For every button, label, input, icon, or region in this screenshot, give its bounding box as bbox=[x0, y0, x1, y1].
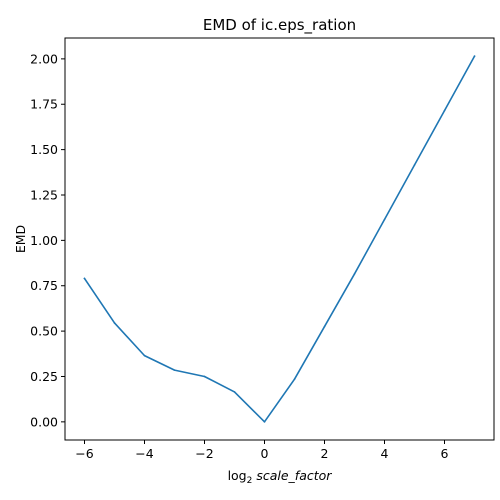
data-point bbox=[143, 354, 146, 357]
data-point bbox=[383, 218, 386, 221]
y-tick-label: 0.75 bbox=[30, 278, 58, 293]
data-point bbox=[203, 375, 206, 378]
y-axis: 0.00 0.25 0.50 0.75 1.00 1.25 1.50 1.75 2.00 bbox=[30, 51, 65, 429]
data-point bbox=[173, 369, 176, 371]
y-tick-label: 1.75 bbox=[30, 97, 58, 112]
x-tick-label: 2 bbox=[321, 446, 329, 461]
data-point bbox=[293, 378, 296, 381]
x-axis: −6 −4 −2 0 2 4 6 bbox=[75, 440, 449, 461]
y-tick-label: 0.50 bbox=[30, 324, 58, 339]
y-axis-label: EMD bbox=[13, 225, 28, 253]
x-axis-label-subscript: 2 bbox=[247, 476, 253, 486]
data-point bbox=[413, 164, 416, 166]
data-point bbox=[443, 109, 446, 112]
y-tick-label: 0.25 bbox=[30, 369, 58, 384]
x-tick-label: −2 bbox=[195, 446, 213, 461]
x-tick-label: −4 bbox=[135, 446, 153, 461]
data-point bbox=[473, 55, 476, 57]
y-tick-label: 2.00 bbox=[30, 51, 58, 66]
x-tick-label: 6 bbox=[441, 446, 449, 461]
data-point bbox=[323, 325, 326, 328]
emd-series-line bbox=[83, 55, 476, 423]
y-tick-label: 1.50 bbox=[30, 142, 58, 157]
chart-title: EMD of ic.eps_ration bbox=[203, 16, 356, 35]
y-tick-label: 0.00 bbox=[30, 414, 58, 429]
data-point bbox=[353, 273, 356, 275]
y-tick-label: 1.25 bbox=[30, 187, 58, 202]
axes-frame bbox=[64, 37, 495, 441]
x-tick-label: 4 bbox=[381, 446, 389, 461]
x-axis-label: log2 scale_factor bbox=[228, 468, 333, 486]
x-tick-label: −6 bbox=[75, 446, 93, 461]
x-axis-label-variable: scale_factor bbox=[256, 468, 332, 483]
data-point bbox=[113, 322, 116, 324]
x-tick-label: 0 bbox=[261, 446, 269, 461]
data-point bbox=[233, 391, 236, 393]
y-tick-label: 1.00 bbox=[30, 233, 58, 248]
plot-area bbox=[83, 55, 476, 423]
data-point bbox=[263, 421, 266, 423]
data-point bbox=[83, 277, 86, 280]
x-axis-label-log: log bbox=[228, 468, 247, 483]
